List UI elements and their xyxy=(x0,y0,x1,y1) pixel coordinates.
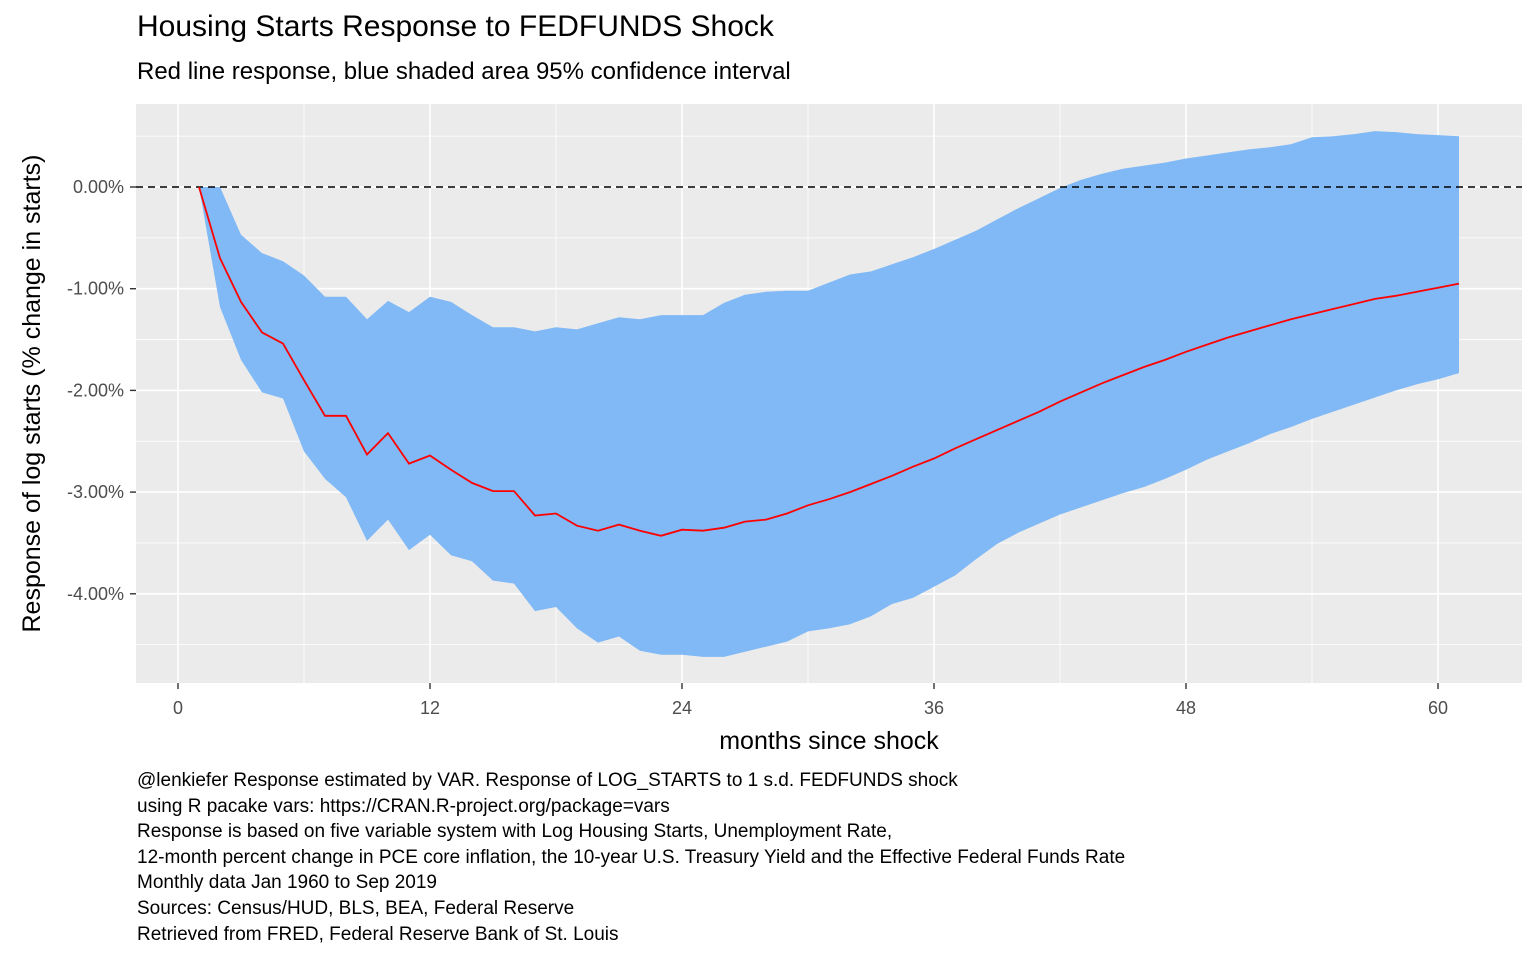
caption-line: Retrieved from FRED, Federal Reserve Ban… xyxy=(137,923,619,945)
x-axis-label: months since shock xyxy=(719,727,939,755)
x-tick-label: 60 xyxy=(1428,698,1448,718)
y-tick-label: -4.00% xyxy=(67,584,124,604)
caption: @lenkiefer Response estimated by VAR. Re… xyxy=(137,768,1125,947)
y-tick-label: -2.00% xyxy=(67,380,124,400)
y-tick-label: -1.00% xyxy=(67,279,124,299)
x-tick-label: 48 xyxy=(1176,698,1196,718)
caption-line: Sources: Census/HUD, BLS, BEA, Federal R… xyxy=(137,897,575,919)
caption-line: @lenkiefer Response estimated by VAR. Re… xyxy=(137,770,958,791)
y-tick-label: 0.00% xyxy=(73,177,124,197)
caption-line: 12-month percent change in PCE core infl… xyxy=(137,846,1126,868)
x-tick-label: 0 xyxy=(173,698,183,718)
y-axis-label: Response of log starts (% change in star… xyxy=(18,154,46,632)
x-tick-label: 36 xyxy=(924,698,944,718)
x-axis: 0 12 24 36 48 60 xyxy=(173,683,1448,718)
y-axis: 0.00% -1.00% -2.00% -3.00% -4.00% xyxy=(67,177,136,604)
caption-line: Monthly data Jan 1960 to Sep 2019 xyxy=(137,872,438,894)
response-line xyxy=(198,186,1460,537)
caption-line: using R pacake vars: https://CRAN.R-proj… xyxy=(137,795,670,817)
x-tick-label: 24 xyxy=(672,698,692,718)
chart-title: Housing Starts Response to FEDFUNDS Shoc… xyxy=(137,10,774,43)
caption-line: Response is based on five variable syste… xyxy=(137,821,893,843)
confidence-ribbon xyxy=(199,131,1459,657)
x-tick-label: 12 xyxy=(420,698,440,718)
chart-subtitle: Red line response, blue shaded area 95% … xyxy=(137,58,791,85)
y-tick-label: -3.00% xyxy=(67,482,124,502)
